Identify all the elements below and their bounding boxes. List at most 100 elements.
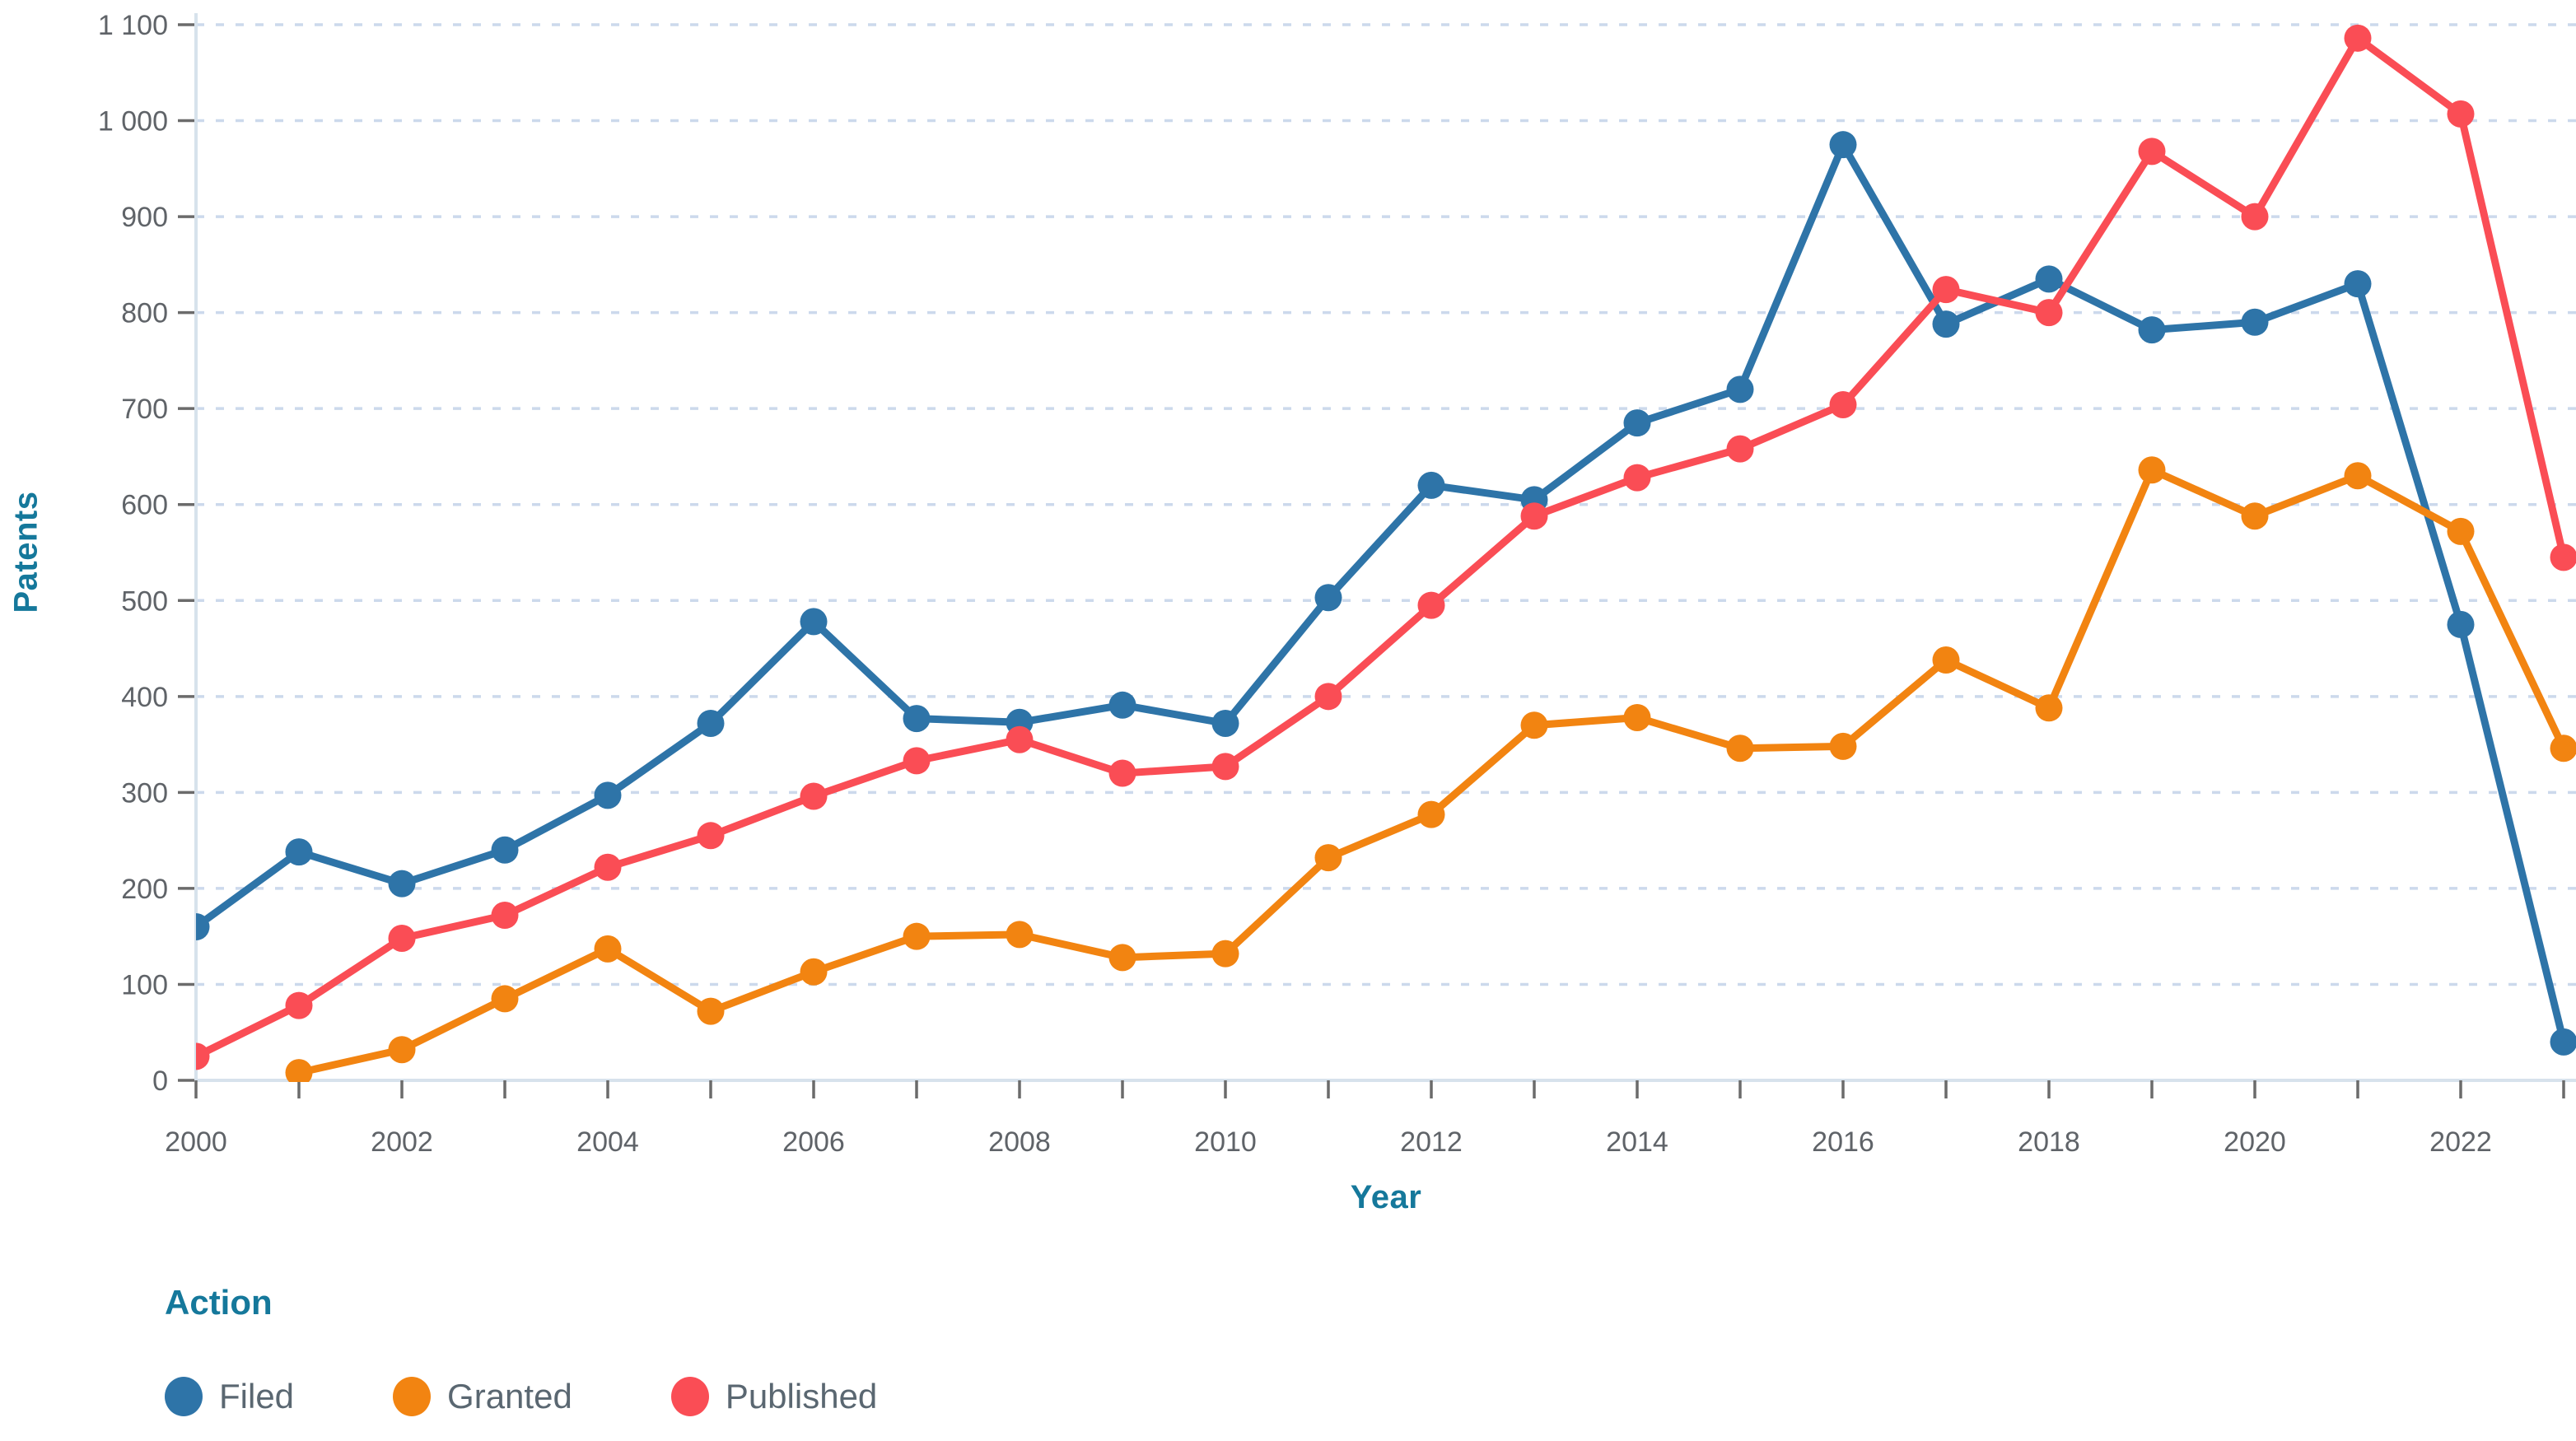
point-published-2001[interactable] [285,991,313,1019]
point-granted-2016[interactable] [1829,732,1857,760]
point-granted-2013[interactable] [1520,711,1548,739]
y-tick-label: 200 [121,874,168,905]
x-tick-label: 2014 [1606,1126,1668,1158]
point-granted-2008[interactable] [1006,921,1034,949]
point-filed-2001[interactable] [285,838,313,866]
point-published-2007[interactable] [903,747,931,775]
point-published-2017[interactable] [1932,276,1960,304]
point-published-2019[interactable] [2138,138,2166,166]
point-published-2000[interactable] [183,1042,210,1070]
y-tick-label: 100 [121,969,168,1000]
point-granted-2019[interactable] [2138,456,2166,484]
point-published-2013[interactable] [1520,502,1548,530]
legend: Action Filed Granted Published [165,1283,877,1416]
point-published-2003[interactable] [491,902,519,930]
point-published-2022[interactable] [2447,100,2475,128]
point-granted-2021[interactable] [2344,462,2372,490]
point-filed-2017[interactable] [1932,310,1960,338]
point-filed-2002[interactable] [388,870,416,898]
x-tick-label: 2000 [165,1126,227,1158]
point-granted-2009[interactable] [1108,944,1136,972]
x-tick-label: 2004 [576,1126,639,1158]
point-granted-2018[interactable] [2035,694,2063,722]
point-filed-2021[interactable] [2344,270,2372,298]
y-tick-label: 900 [121,202,168,233]
point-published-2002[interactable] [388,925,416,953]
plot-area [183,24,2576,1086]
y-tick-label: 1 100 [98,10,168,41]
point-granted-2005[interactable] [697,997,725,1025]
x-tick-label: 2018 [2018,1126,2080,1158]
point-published-2012[interactable] [1417,591,1445,619]
point-published-2016[interactable] [1829,391,1857,419]
point-filed-2019[interactable] [2138,316,2166,344]
point-granted-2012[interactable] [1417,800,1445,828]
point-filed-2023[interactable] [2550,1028,2576,1056]
point-filed-2010[interactable] [1211,709,1239,737]
point-published-2014[interactable] [1623,464,1651,492]
legend-items: Filed Granted Published [165,1377,877,1416]
point-filed-2000[interactable] [183,913,210,941]
point-granted-2007[interactable] [903,922,931,950]
point-granted-2001[interactable] [285,1059,313,1086]
point-filed-2012[interactable] [1417,471,1445,499]
point-granted-2003[interactable] [491,985,519,1013]
point-filed-2018[interactable] [2035,265,2063,293]
point-granted-2014[interactable] [1623,703,1651,731]
y-tick-label: 700 [121,394,168,425]
point-granted-2006[interactable] [800,958,828,986]
point-published-2005[interactable] [697,822,725,850]
point-filed-2015[interactable] [1726,375,1754,403]
x-tick-label: 2016 [1812,1126,1874,1158]
point-filed-2020[interactable] [2241,308,2269,336]
point-published-2015[interactable] [1726,435,1754,463]
point-published-2021[interactable] [2344,24,2372,52]
point-filed-2006[interactable] [800,608,828,636]
point-filed-2022[interactable] [2447,610,2475,638]
point-filed-2016[interactable] [1829,131,1857,159]
point-granted-2015[interactable] [1726,734,1754,762]
legend-item-published[interactable]: Published [670,1377,877,1416]
point-published-2010[interactable] [1211,753,1239,781]
point-filed-2007[interactable] [903,705,931,733]
point-published-2011[interactable] [1314,683,1342,711]
y-tick-label: 400 [121,682,168,713]
point-granted-2017[interactable] [1932,646,1960,674]
point-granted-2010[interactable] [1211,940,1239,968]
point-published-2009[interactable] [1108,759,1136,787]
point-published-2004[interactable] [594,853,622,881]
point-granted-2023[interactable] [2550,734,2576,762]
point-filed-2014[interactable] [1623,409,1651,437]
point-granted-2011[interactable] [1314,844,1342,872]
x-tick-label: 2006 [782,1126,845,1158]
filed-series-swatch-icon [165,1377,203,1416]
series-line-filed [196,141,2568,1046]
x-tick-label: 2002 [371,1126,433,1158]
y-tick-label: 300 [121,777,168,809]
x-axis-title: Year [1350,1179,1422,1215]
published-series-swatch-icon [670,1377,709,1416]
point-published-2023[interactable] [2550,543,2576,571]
point-filed-2004[interactable] [594,781,622,809]
point-published-2008[interactable] [1006,725,1034,753]
point-published-2006[interactable] [800,782,828,810]
x-tick-label: 2022 [2429,1126,2492,1158]
legend-item-filed[interactable]: Filed [165,1377,294,1416]
point-filed-2005[interactable] [697,709,725,737]
point-granted-2020[interactable] [2241,502,2269,530]
point-filed-2009[interactable] [1108,691,1136,719]
point-published-2020[interactable] [2241,203,2269,231]
y-tick-label: 1 000 [98,106,168,138]
point-published-2018[interactable] [2035,299,2063,327]
legend-label-filed: Filed [219,1377,295,1415]
x-tick-label: 2012 [1400,1126,1463,1158]
point-granted-2002[interactable] [388,1036,416,1064]
point-granted-2022[interactable] [2447,517,2475,545]
point-filed-2003[interactable] [491,836,519,864]
point-filed-2011[interactable] [1314,584,1342,612]
point-granted-2004[interactable] [594,935,622,963]
legend-item-granted[interactable]: Granted [393,1377,572,1416]
y-tick-label: 800 [121,298,168,329]
